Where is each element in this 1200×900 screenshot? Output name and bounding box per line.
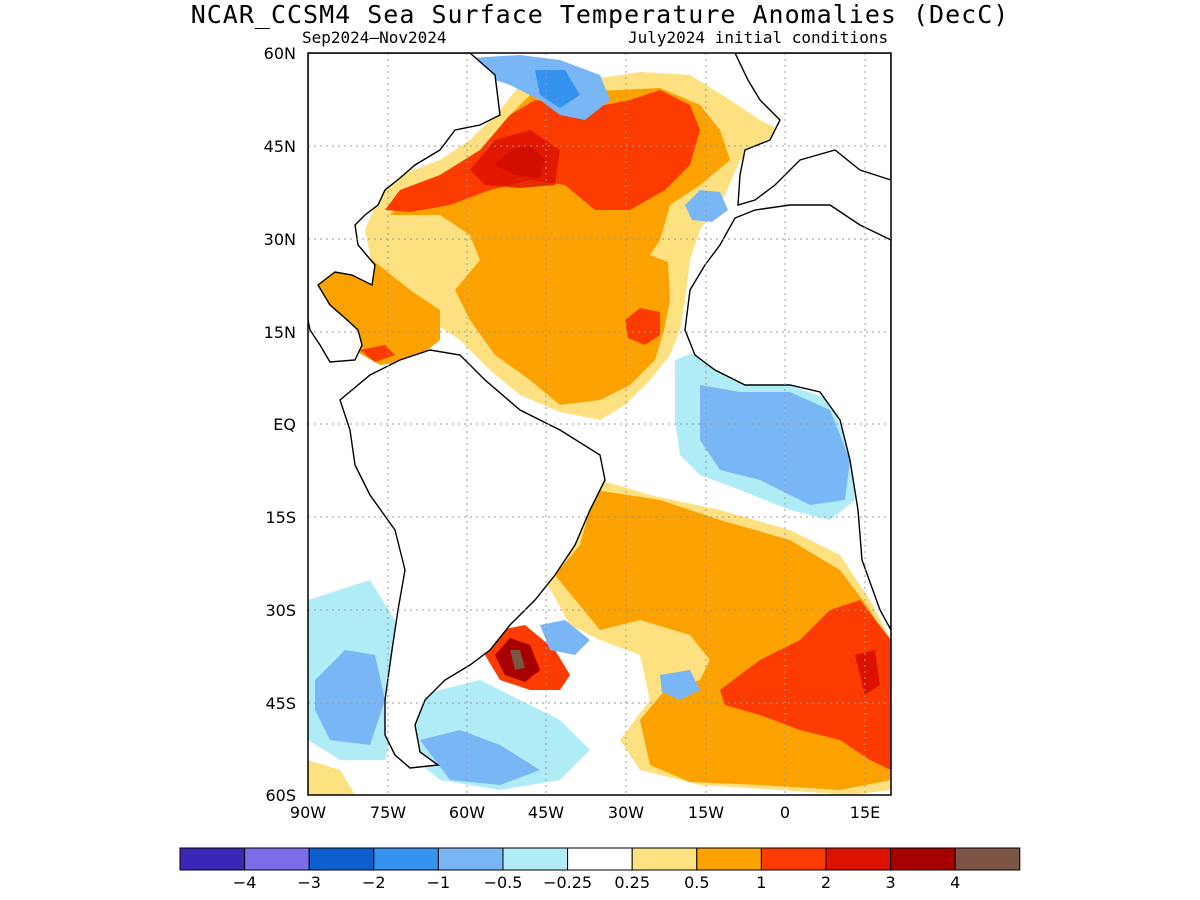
colorbar-label: 1	[756, 873, 766, 892]
gulf-stream-hot-ring	[470, 130, 560, 188]
gulf-of-guinea-cool-core	[700, 385, 850, 505]
lat-label-60s: 60S	[265, 786, 296, 805]
lon-label-30w: 30W	[608, 803, 644, 822]
lat-label-45s: 45S	[265, 694, 296, 713]
forecast-period: Sep2024–Nov2024	[302, 28, 447, 47]
lat-label-45n: 45N	[264, 137, 296, 156]
colorbar-swatch	[696, 847, 762, 871]
colorbar-label: 0.25	[614, 873, 650, 892]
north-america-land	[308, 53, 501, 363]
africa-land	[684, 204, 891, 631]
south-mid-cool-spot	[660, 670, 700, 700]
south-atlantic-strong-area	[720, 600, 891, 770]
colorbar-label: −4	[233, 873, 257, 892]
south-america-land	[339, 349, 606, 769]
colorbar-swatch	[825, 847, 892, 871]
longitude-labels: 90W 75W 60W 45W 30W 15W 0 15E	[290, 803, 880, 822]
lon-label-15e: 15E	[850, 803, 880, 822]
colorbar-swatch	[308, 847, 375, 871]
colorbar-label: 2	[821, 873, 831, 892]
colorbar-label: −1	[427, 873, 451, 892]
colorbar-label: 3	[886, 873, 896, 892]
colorbar-label: 4	[950, 873, 960, 892]
lat-label-eq: EQ	[273, 415, 296, 434]
initial-conditions: July2024 initial conditions	[628, 28, 889, 47]
colorbar-swatch	[760, 847, 827, 871]
colorbar-swatch	[502, 847, 569, 871]
lon-label-45w: 45W	[528, 803, 564, 822]
colorbar-swatch	[954, 847, 1021, 871]
lon-label-0: 0	[780, 803, 790, 822]
lat-label-15s: 15S	[265, 508, 296, 527]
lat-label-15n: 15N	[264, 323, 296, 342]
colorbar-label: −2	[362, 873, 386, 892]
canary-cool-patch	[685, 190, 728, 222]
sst-anomaly-field	[308, 53, 891, 795]
latitude-labels: 60N 45N 30N 15N EQ 15S 30S 45S 60S	[264, 44, 296, 805]
southwest-cool-core	[420, 730, 540, 785]
map-gridlines	[308, 53, 891, 795]
colorbar-swatch	[244, 847, 310, 871]
colorbar-swatch	[631, 847, 698, 871]
lon-label-60w: 60W	[449, 803, 485, 822]
central-atlantic-spot	[625, 308, 660, 345]
colorbar-swatch	[890, 847, 956, 871]
land-outlines	[308, 53, 891, 769]
lat-label-30s: 30S	[265, 601, 296, 620]
colorbar-label: −0.25	[543, 873, 592, 892]
south-pacific-warm-corner	[308, 760, 355, 795]
colorbar-label: 0.5	[684, 873, 709, 892]
lon-label-90w: 90W	[290, 803, 326, 822]
map-title: NCAR_CCSM4 Sea Surface Temperature Anoma…	[190, 0, 1010, 29]
lat-label-60n: 60N	[264, 44, 296, 63]
colorbar-label: −3	[297, 873, 321, 892]
colorbar-swatch	[373, 847, 439, 871]
colorbar-swatch	[179, 847, 246, 871]
colorbar-swatch	[437, 847, 504, 871]
lon-label-75w: 75W	[370, 803, 406, 822]
south-atlantic-hot-core	[855, 650, 880, 695]
mid-atlantic-cool-spot	[540, 620, 590, 655]
europe-land	[734, 53, 891, 206]
colorbar-legend: −4 −3 −2 −1 −0.5 −0.25 0.25 0.5 1 2 3 4	[179, 847, 1021, 892]
lat-label-30n: 30N	[264, 230, 296, 249]
pacific-chile-cool-core	[315, 650, 385, 745]
lon-label-15w: 15W	[688, 803, 724, 822]
colorbar-swatch	[567, 847, 633, 871]
colorbar-label: −0.5	[484, 873, 523, 892]
caribbean-strong-spot	[360, 345, 395, 362]
labrador-cool-core	[535, 70, 580, 108]
map-frame	[307, 52, 892, 796]
confluence-extreme-core	[510, 650, 525, 670]
